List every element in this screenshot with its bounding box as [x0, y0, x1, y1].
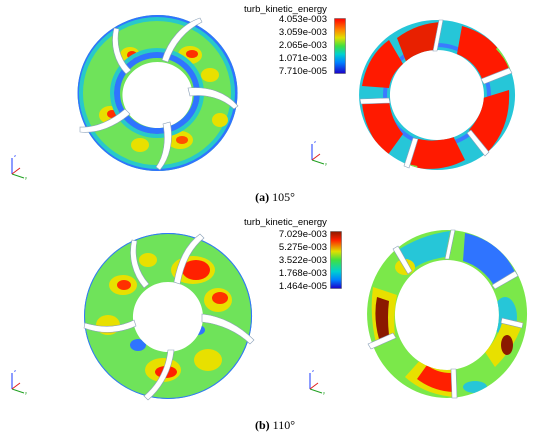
colorbar-b	[330, 231, 342, 289]
caption-letter-a: (a)	[255, 190, 270, 204]
legend-value-a-2: 3.059e-003	[278, 27, 327, 38]
axis-label-z: z	[14, 153, 16, 158]
legend-value-a-4: 1.071e-003	[278, 53, 327, 64]
legend-value-b-3: 3.522e-003	[278, 255, 327, 266]
axis-triad-a-left: z y	[11, 153, 27, 180]
axis-label-y: y	[25, 175, 27, 180]
legend-value-b-5: 1.464e-005	[278, 281, 327, 292]
legend-title-b: turb_kinetic_energy	[244, 217, 327, 228]
axis-triad-a-right: z y	[311, 139, 327, 166]
legend-value-b-2: 5.275e-003	[278, 242, 327, 253]
legend-value-b-4: 1.768e-003	[278, 268, 327, 279]
legend-value-a-5: 7.710e-005	[278, 66, 327, 77]
axis-triad-b-left: z y	[11, 368, 27, 395]
diffuser-contour-a	[359, 19, 516, 170]
panel-b: turb_kinetic_energy 7.029e-003 5.275e-00…	[0, 215, 550, 439]
svg-text:z: z	[312, 368, 314, 373]
svg-text:y: y	[323, 390, 325, 395]
svg-text:y: y	[25, 390, 27, 395]
caption-letter-b: (b)	[254, 418, 270, 432]
caption-a: (a) 105°	[0, 190, 550, 205]
caption-b: (b) 110°	[0, 418, 550, 433]
svg-text:y: y	[325, 161, 327, 166]
caption-angle-a: 105°	[272, 190, 295, 204]
colorbar-a	[334, 18, 346, 74]
legend-value-a-1: 4.053e-003	[278, 14, 327, 25]
legend-value-b-1: 7.029e-003	[278, 229, 327, 240]
panel-a: turb_kinetic_energy 4.053e-003 3.059e-00…	[0, 0, 550, 215]
svg-text:z: z	[314, 139, 316, 144]
caption-angle-b: 110°	[272, 418, 296, 432]
svg-text:z: z	[14, 368, 16, 373]
impeller-contour-b	[83, 233, 255, 401]
axis-triad-b-right: z y	[309, 368, 325, 395]
legend-value-a-3: 2.065e-003	[278, 40, 327, 51]
legend-title-a: turb_kinetic_energy	[244, 4, 327, 15]
diffuser-contour-b	[367, 229, 528, 399]
impeller-contour-a	[77, 15, 239, 171]
